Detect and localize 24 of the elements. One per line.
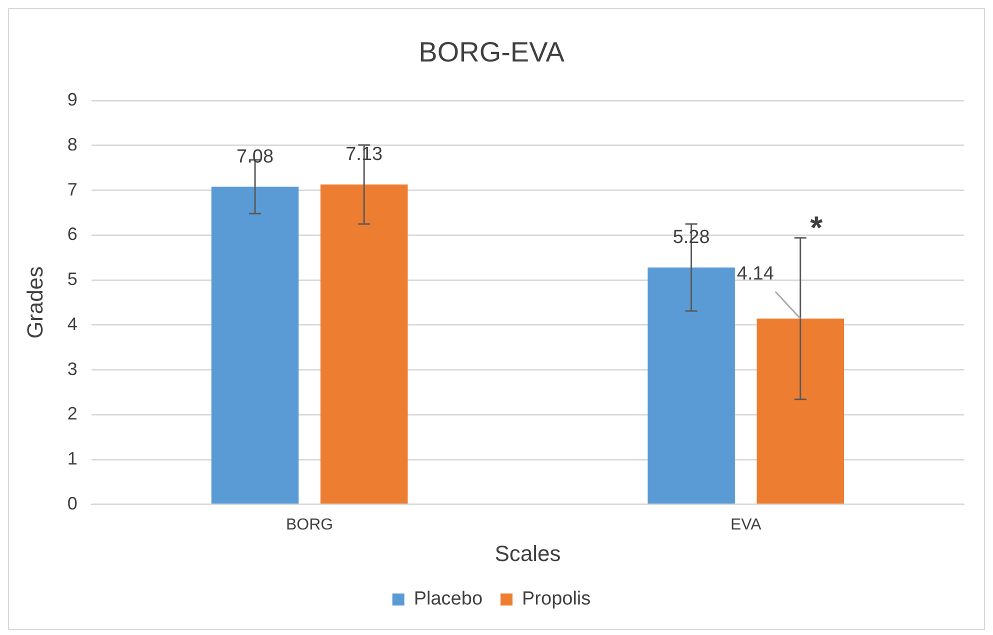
y-tick-label: 5	[67, 269, 78, 290]
data-label: 7.08	[236, 146, 274, 168]
bar	[320, 184, 408, 504]
data-label: 4.14	[736, 263, 774, 284]
y-tick-label: 4	[67, 314, 78, 334]
y-axis-title: Grades	[22, 266, 48, 339]
legend-label: Propolis	[522, 588, 591, 610]
annotation: *	[810, 210, 824, 246]
y-tick-label: 2	[67, 404, 78, 424]
y-tick-label: 1	[67, 448, 78, 468]
chart-title: BORG-EVA	[418, 36, 565, 68]
y-tick-label: 9	[67, 90, 78, 110]
y-tick-label: 0	[67, 493, 78, 514]
bar	[211, 186, 299, 504]
x-tick-label: BORG	[286, 516, 334, 534]
x-tick-label: EVA	[730, 516, 762, 534]
y-tick-label: 7	[67, 179, 78, 200]
y-tick-label: 6	[67, 224, 78, 244]
x-axis-title: Scales	[494, 540, 561, 566]
y-tick-label: 3	[67, 358, 78, 379]
bar	[756, 318, 844, 504]
bar	[648, 268, 735, 504]
legend-label: Placebo	[414, 588, 483, 610]
y-tick-label: 8	[67, 134, 78, 154]
